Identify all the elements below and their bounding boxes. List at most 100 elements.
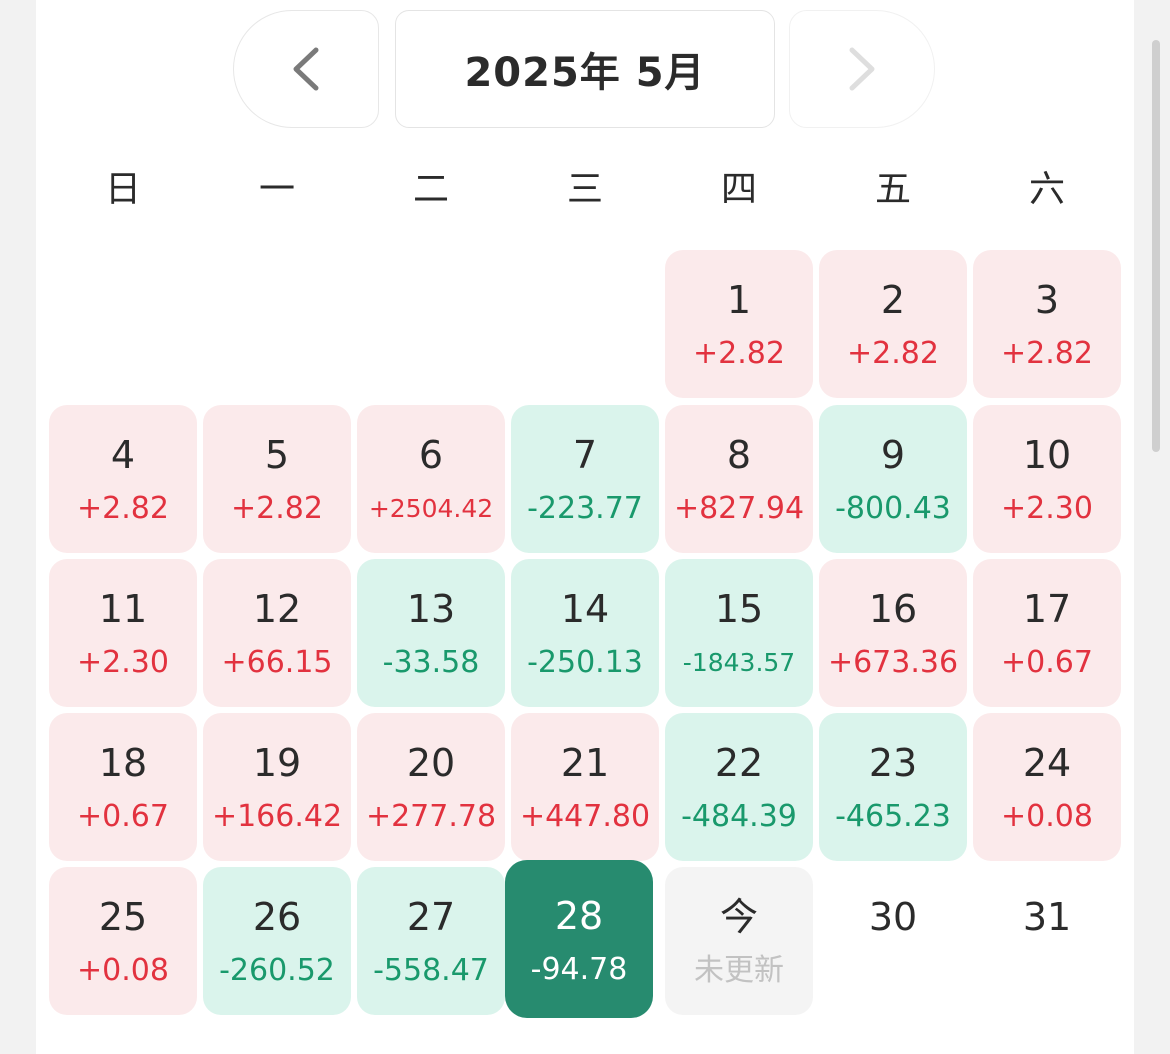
day-number: 2	[880, 278, 906, 322]
day-cell-6[interactable]: 6 +2504.42	[357, 405, 505, 553]
day-change: +0.67	[77, 799, 169, 834]
day-number: 10	[1022, 433, 1072, 477]
day-cell-today[interactable]: 今 未更新	[665, 867, 813, 1015]
day-change: +2.30	[1001, 491, 1093, 526]
weekday-wed: 三	[566, 169, 603, 210]
day-change: -94.78	[530, 952, 628, 987]
day-number: 18	[98, 741, 148, 785]
day-change: +0.08	[1001, 799, 1093, 834]
scrollbar[interactable]	[1152, 40, 1160, 452]
day-number: 20	[406, 741, 456, 785]
day-change: +2.82	[847, 336, 939, 371]
weekday-mon: 一	[258, 169, 295, 210]
day-cell-22[interactable]: 22 -484.39	[665, 713, 813, 861]
day-number: 4	[110, 433, 136, 477]
day-cell-9[interactable]: 9 -800.43	[819, 405, 967, 553]
day-number: 13	[406, 587, 456, 631]
day-cell-31[interactable]: 31	[973, 867, 1121, 1015]
day-change: -1843.57	[682, 648, 796, 677]
day-cell-4[interactable]: 4 +2.82	[49, 405, 197, 553]
day-cell-28-selected[interactable]: 28 -94.78	[505, 860, 653, 1018]
day-number: 3	[1034, 278, 1060, 322]
day-cell-1[interactable]: 1 +2.82	[665, 250, 813, 398]
day-cell-24[interactable]: 24 +0.08	[973, 713, 1121, 861]
day-number: 16	[868, 587, 918, 631]
prev-month-button[interactable]	[233, 10, 379, 128]
day-number: 9	[880, 433, 906, 477]
day-number: 30	[868, 895, 918, 939]
day-change: -260.52	[219, 953, 335, 988]
day-cell-23[interactable]: 23 -465.23	[819, 713, 967, 861]
day-change: +673.36	[827, 645, 959, 680]
day-number: 7	[572, 433, 598, 477]
day-cell-26[interactable]: 26 -260.52	[203, 867, 351, 1015]
day-cell-5[interactable]: 5 +2.82	[203, 405, 351, 553]
day-cell-25[interactable]: 25 +0.08	[49, 867, 197, 1015]
day-change: -223.77	[527, 491, 643, 526]
day-change: +2.82	[77, 491, 169, 526]
day-cell-8[interactable]: 8 +827.94	[665, 405, 813, 553]
month-title-text: 2025年 5月	[464, 50, 706, 96]
day-cell-16[interactable]: 16 +673.36	[819, 559, 967, 707]
day-cell-7[interactable]: 7 -223.77	[511, 405, 659, 553]
day-change: +0.08	[77, 953, 169, 988]
day-change: +2.82	[231, 491, 323, 526]
day-cell-12[interactable]: 12 +66.15	[203, 559, 351, 707]
day-cell-20[interactable]: 20 +277.78	[357, 713, 505, 861]
day-cell-10[interactable]: 10 +2.30	[973, 405, 1121, 553]
day-number: 21	[560, 741, 610, 785]
chevron-left-icon	[293, 47, 319, 91]
day-change: +2.82	[1001, 336, 1093, 371]
weekday-sun: 日	[104, 169, 141, 210]
weekday-tue: 二	[412, 169, 449, 210]
day-change: +2504.42	[368, 494, 494, 523]
day-change: -558.47	[373, 953, 489, 988]
day-number: 8	[726, 433, 752, 477]
day-change: -465.23	[835, 799, 951, 834]
day-number: 31	[1022, 895, 1072, 939]
day-change: +66.15	[221, 645, 333, 680]
day-number: 27	[406, 895, 456, 939]
day-cell-13[interactable]: 13 -33.58	[357, 559, 505, 707]
day-number: 14	[560, 587, 610, 631]
day-cell-3[interactable]: 3 +2.82	[973, 250, 1121, 398]
day-cell-19[interactable]: 19 +166.42	[203, 713, 351, 861]
day-change: -250.13	[527, 645, 643, 680]
day-number: 19	[252, 741, 302, 785]
day-cell-27[interactable]: 27 -558.47	[357, 867, 505, 1015]
weekday-fri: 五	[874, 169, 911, 210]
day-change: -800.43	[835, 491, 951, 526]
day-cell-21[interactable]: 21 +447.80	[511, 713, 659, 861]
day-number: 26	[252, 895, 302, 939]
day-change: -484.39	[681, 799, 797, 834]
month-title[interactable]: 2025年 5月	[395, 10, 775, 128]
weekday-thu: 四	[720, 169, 757, 210]
day-number: 6	[418, 433, 444, 477]
day-cell-14[interactable]: 14 -250.13	[511, 559, 659, 707]
day-cell-30[interactable]: 30	[819, 867, 967, 1015]
day-cell-17[interactable]: 17 +0.67	[973, 559, 1121, 707]
day-number: 1	[726, 278, 752, 322]
day-number: 28	[554, 894, 604, 938]
day-cell-2[interactable]: 2 +2.82	[819, 250, 967, 398]
day-cell-11[interactable]: 11 +2.30	[49, 559, 197, 707]
day-number: 17	[1022, 587, 1072, 631]
day-change: -33.58	[382, 645, 480, 680]
day-number: 22	[714, 741, 764, 785]
day-change: +277.78	[365, 799, 497, 834]
day-number: 15	[714, 587, 764, 631]
day-change: +2.30	[77, 645, 169, 680]
day-change: +447.80	[519, 799, 651, 834]
day-number: 12	[252, 587, 302, 631]
day-change: +2.82	[693, 336, 785, 371]
day-number: 25	[98, 895, 148, 939]
day-cell-18[interactable]: 18 +0.67	[49, 713, 197, 861]
day-number: 5	[264, 433, 290, 477]
day-change: 未更新	[694, 953, 784, 988]
next-month-button[interactable]	[789, 10, 935, 128]
day-cell-15[interactable]: 15 -1843.57	[665, 559, 813, 707]
day-number: 24	[1022, 741, 1072, 785]
day-number: 今	[719, 895, 758, 939]
day-number: 11	[98, 587, 148, 631]
day-number: 23	[868, 741, 918, 785]
